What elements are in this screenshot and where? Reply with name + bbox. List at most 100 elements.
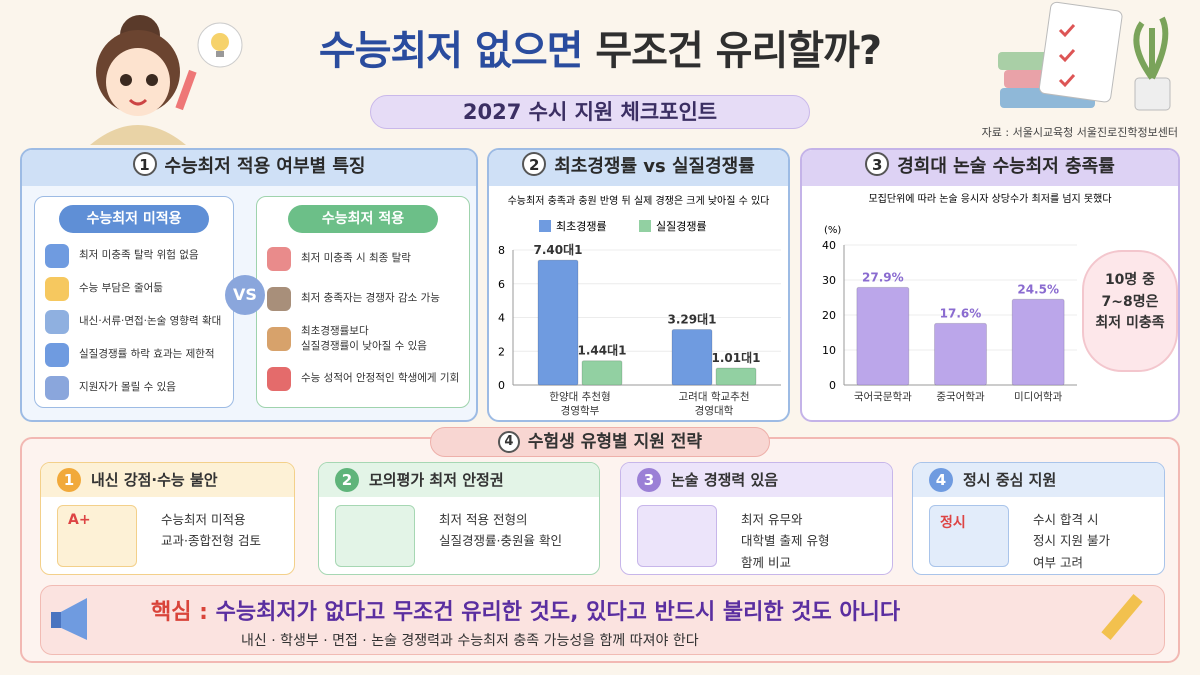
value-label: 7.40대1 bbox=[534, 243, 583, 257]
value-label: 3.29대1 bbox=[668, 312, 717, 326]
minimum-box: 수능최저 적용 최저 미충족 시 최종 탈락 최저 충족자는 경쟁자 감소 가능 최… bbox=[256, 196, 470, 408]
y-tick-label: 4 bbox=[498, 312, 505, 325]
panel-number: 2 bbox=[522, 152, 547, 176]
y-tick-label: 30 bbox=[822, 274, 836, 287]
subtitle: 2027 수시 지원 체크포인트 bbox=[370, 95, 810, 129]
key-banner: 핵심 : 수능최저가 없다고 무조건 유리한 것도, 있다고 반드시 불리한 것… bbox=[40, 585, 1165, 655]
item-icon bbox=[45, 276, 69, 301]
chart: 수능최저 충족과 충원 반영 뒤 실제 경쟁은 크게 낮아질 수 있다 0 2 4 6 8… bbox=[498, 194, 781, 392]
icon-label: A+ bbox=[68, 512, 91, 528]
card-illustration: 정시 bbox=[929, 505, 1009, 567]
y-tick-label: 20 bbox=[822, 309, 836, 322]
chart-subtitle: 수능최저 충족과 충원 반영 뒤 실제 경쟁은 크게 낮아질 수 있다 bbox=[508, 194, 770, 207]
y-tick-label: 10 bbox=[822, 344, 836, 357]
item-text: 최저 미충족 시 최종 탈락 bbox=[301, 252, 411, 265]
bar bbox=[581, 360, 623, 386]
icon-label: 정시 bbox=[940, 515, 966, 531]
item-icon bbox=[267, 327, 291, 351]
list-item: 최저 미충족 시 최종 탈락 bbox=[267, 239, 469, 279]
x-tick-label: 고려대 학교추천 경영대학 bbox=[678, 391, 750, 417]
list-item: 지원자가 몰릴 수 있음 bbox=[45, 371, 233, 404]
card-illustration: A+ bbox=[57, 505, 137, 567]
item-icon bbox=[45, 309, 69, 334]
list-item: 최저 미충족 탈락 위험 없음 bbox=[45, 239, 233, 272]
key-text: 수능최저가 없다고 무조건 유리한 것도, 있다고 반드시 불리한 것도 아니다 bbox=[215, 600, 901, 625]
panel-features: 1 수능최저 적용 여부별 특징 수능최저 미적용 최저 미충족 탈락 위험 없음… bbox=[20, 148, 478, 422]
item-text: 최초경쟁률보다 실질경쟁률이 낮아질 수 있음 bbox=[301, 324, 427, 352]
item-text: 실질경쟁률 하락 효과는 제한적 bbox=[79, 347, 215, 360]
card-title: 정시 중심 지원 bbox=[963, 471, 1057, 489]
list-item: 수능 부담은 줄어듦 bbox=[45, 272, 233, 305]
strategy-card: 1 내신 강점·수능 불안 A+ 수능최저 미적용 교과·종합전형 검토 bbox=[40, 462, 295, 575]
x-tick-label: 한양대 추천형 경영학부 bbox=[549, 391, 611, 417]
panel-header: 3 경희대 논술 수능최저 충족률 bbox=[802, 150, 1178, 186]
card-title: 내신 강점·수능 불안 bbox=[91, 471, 218, 489]
bar bbox=[856, 286, 910, 386]
list-item: 최초경쟁률보다 실질경쟁률이 낮아질 수 있음 bbox=[267, 319, 469, 359]
strategy-card: 3 논술 경쟁력 있음 최저 유무와 대학별 출제 유형 함께 비교 bbox=[620, 462, 893, 575]
y-unit: (%) bbox=[824, 225, 841, 236]
list-item: 수능 성적어 안정적인 학생에게 기회 bbox=[267, 359, 469, 399]
card-text: 수시 합격 시 정시 지원 불가 여부 고려 bbox=[1033, 512, 1110, 570]
value-label: 27.9% bbox=[862, 270, 904, 284]
y-tick-label: 0 bbox=[829, 379, 836, 392]
card-header: 1 내신 강점·수능 불안 bbox=[41, 463, 294, 497]
megaphone-icon bbox=[51, 598, 87, 640]
card-number: 3 bbox=[637, 468, 661, 492]
illustration-books bbox=[998, 1, 1171, 111]
panel-number: 3 bbox=[865, 152, 890, 176]
strategy-header: 4 수험생 유형별 지원 전략 bbox=[430, 427, 770, 457]
chart: 모집단위에 따라 논술 응시자 상당수가 최저를 넘지 못했다 (%) 0 10 20 3… bbox=[822, 192, 1112, 392]
y-tick-label: 2 bbox=[498, 345, 505, 358]
panel-title: 수능최저 적용 여부별 특징 bbox=[164, 156, 366, 177]
key-label: 핵심 : bbox=[151, 600, 208, 625]
list-item: 실질경쟁률 하락 효과는 제한적 bbox=[45, 338, 233, 371]
x-tick-label: 국어국문학과 bbox=[853, 391, 912, 403]
lightbulb-icon bbox=[197, 22, 243, 68]
card-illustration bbox=[637, 505, 717, 567]
x-tick-label: 중국어학과 bbox=[936, 391, 985, 403]
source: 자료 : 서울시교육청 서울진로진학정보센터 bbox=[981, 126, 1178, 139]
callout: 10명 중 7~8명은 최저 미충족 bbox=[1082, 250, 1178, 372]
item-icon bbox=[267, 247, 291, 271]
item-icon bbox=[45, 342, 69, 367]
card-title: 모의평가 최저 안정권 bbox=[369, 471, 504, 489]
illustration-girl bbox=[90, 15, 197, 145]
item-text: 최저 충족자는 경쟁자 감소 가능 bbox=[301, 292, 440, 305]
title-part2: 무조건 유리할까? bbox=[595, 28, 882, 74]
strategy-title: 수험생 유형별 지원 전략 bbox=[527, 432, 703, 452]
panel-header: 2 최초경쟁률 vs 실질경쟁률 bbox=[489, 150, 788, 186]
item-icon bbox=[45, 243, 69, 268]
item-text: 내신·서류·면접·논술 영향력 확대 bbox=[79, 314, 222, 327]
card-header: 2 모의평가 최저 안정권 bbox=[319, 463, 599, 497]
card-number: 1 bbox=[57, 468, 81, 492]
panel-header: 1 수능최저 적용 여부별 특징 bbox=[22, 150, 476, 186]
card-header: 4 정시 중심 지원 bbox=[913, 463, 1164, 497]
item-icon bbox=[267, 367, 291, 391]
bar bbox=[715, 367, 757, 386]
card-text: 최저 적용 전형의 실질경쟁률·충원율 확인 bbox=[439, 512, 562, 549]
card-header: 3 논술 경쟁력 있음 bbox=[621, 463, 892, 497]
box-title: 수능최저 미적용 bbox=[59, 205, 209, 233]
list-item: 내신·서류·면접·논술 영향력 확대 bbox=[45, 305, 233, 338]
y-tick-label: 0 bbox=[498, 379, 505, 392]
vs-badge: VS bbox=[225, 275, 265, 315]
y-tick-label: 8 bbox=[498, 244, 505, 257]
list-item: 최저 충족자는 경쟁자 감소 가능 bbox=[267, 279, 469, 319]
card-title: 논술 경쟁력 있음 bbox=[671, 471, 779, 489]
legend-swatch bbox=[639, 220, 651, 232]
item-text: 지원자가 몰릴 수 있음 bbox=[79, 380, 176, 393]
value-label: 1.01대1 bbox=[712, 351, 761, 365]
y-tick-label: 40 bbox=[822, 239, 836, 252]
chart-title: 경희대 논술 수능최저 충족률 bbox=[897, 156, 1115, 177]
legend-swatch bbox=[539, 220, 551, 232]
value-label: 17.6% bbox=[940, 306, 982, 320]
panel-number: 1 bbox=[132, 152, 157, 176]
bar bbox=[537, 259, 579, 386]
main-title: 수능최저 없으면 무조건 유리할까? bbox=[0, 18, 1200, 76]
x-tick-label: 미디어학과 bbox=[1014, 391, 1063, 403]
legend-label: 최초경쟁률 bbox=[556, 220, 607, 233]
